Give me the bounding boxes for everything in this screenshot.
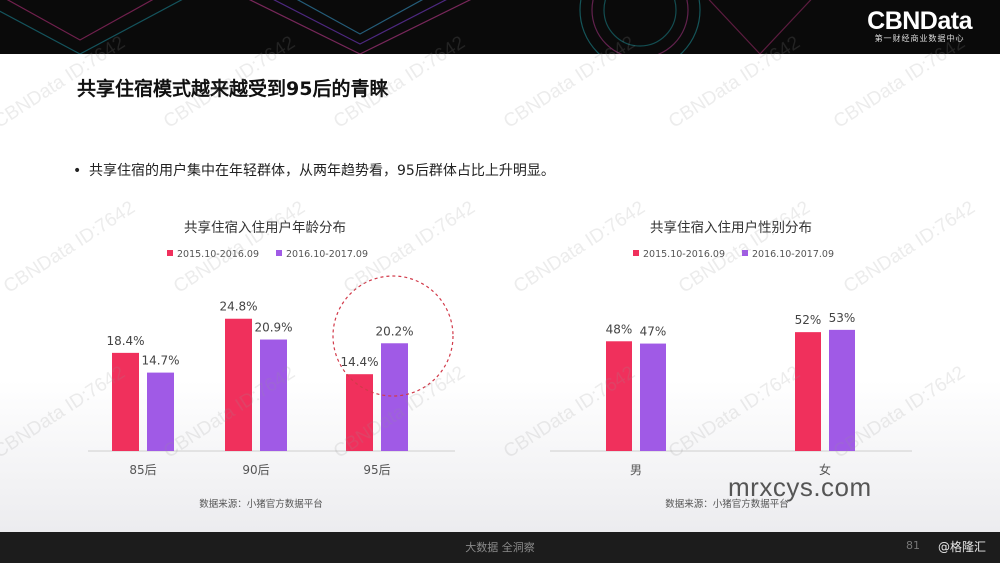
- data-label: 20.2%: [375, 324, 413, 338]
- bullet-dot-icon: •: [73, 163, 82, 179]
- chart-title: 共享住宿入住用户性别分布: [650, 219, 812, 236]
- page-number: 81: [906, 539, 920, 552]
- legend-label: 2016.10-2017.09: [752, 249, 834, 260]
- bar: [346, 374, 373, 451]
- author-handle: @格隆汇: [938, 540, 987, 554]
- data-label: 52%: [795, 313, 822, 327]
- legend-swatch: [633, 250, 639, 256]
- chart-title: 共享住宿入住用户年龄分布: [184, 219, 346, 236]
- category-label: 女: [819, 462, 831, 477]
- site-watermark: mrxcys.com: [728, 472, 872, 502]
- legend-swatch: [276, 250, 282, 256]
- category-label: 男: [630, 463, 642, 477]
- bar: [640, 343, 666, 451]
- footer-bar: 大数据 全洞察 81 @格隆汇: [0, 532, 1000, 563]
- bullet-text: 共享住宿的用户集中在年轻群体，从两年趋势看，95后群体占比上升明显。: [89, 163, 555, 179]
- legend-label: 2015.10-2016.09: [177, 249, 259, 260]
- brand-logo: CBNData 第一财经商业数据中心: [867, 8, 972, 44]
- bar: [606, 341, 632, 451]
- banner-decoration: [0, 0, 812, 54]
- category-label: 85后: [129, 463, 156, 477]
- highlight-circle: [332, 275, 454, 397]
- page-title: 共享住宿模式越来越受到95后的青睐: [77, 78, 389, 100]
- data-source-note: 数据来源：小猪官方数据平台: [665, 498, 789, 510]
- data-label: 47%: [640, 325, 667, 339]
- legend-label: 2016.10-2017.09: [286, 249, 368, 260]
- bullet-point: • 共享住宿的用户集中在年轻群体，从两年趋势看，95后群体占比上升明显。: [73, 160, 555, 180]
- data-label: 18.4%: [106, 334, 144, 348]
- data-label: 20.9%: [254, 321, 292, 335]
- bar: [225, 318, 252, 451]
- data-label: 14.4%: [340, 355, 378, 369]
- data-label: 53%: [829, 311, 856, 325]
- bar: [112, 352, 139, 451]
- bar: [829, 329, 855, 451]
- bar: [260, 339, 287, 451]
- brand-name: CBNData: [867, 7, 972, 35]
- bar: [147, 372, 174, 451]
- legend-label: 2015.10-2016.09: [643, 249, 725, 260]
- data-label: 24.8%: [219, 300, 257, 314]
- category-label: 95后: [363, 463, 390, 477]
- footer-slogan: 大数据 全洞察: [465, 541, 535, 554]
- data-source-note: 数据来源：小猪官方数据平台: [199, 498, 323, 510]
- bar: [795, 332, 821, 451]
- data-label: 48%: [606, 322, 633, 336]
- top-banner: CBNData 第一财经商业数据中心: [0, 0, 1000, 54]
- brand-subtitle: 第一财经商业数据中心: [874, 34, 965, 43]
- category-label: 90后: [242, 463, 269, 477]
- data-label: 14.7%: [141, 354, 179, 368]
- legend-swatch: [167, 250, 173, 256]
- legend-swatch: [742, 250, 748, 256]
- charts-canvas: 共享住宿入住用户年龄分布 2015.10-2016.09 2016.10-2017.…: [88, 219, 912, 510]
- bar: [381, 343, 408, 451]
